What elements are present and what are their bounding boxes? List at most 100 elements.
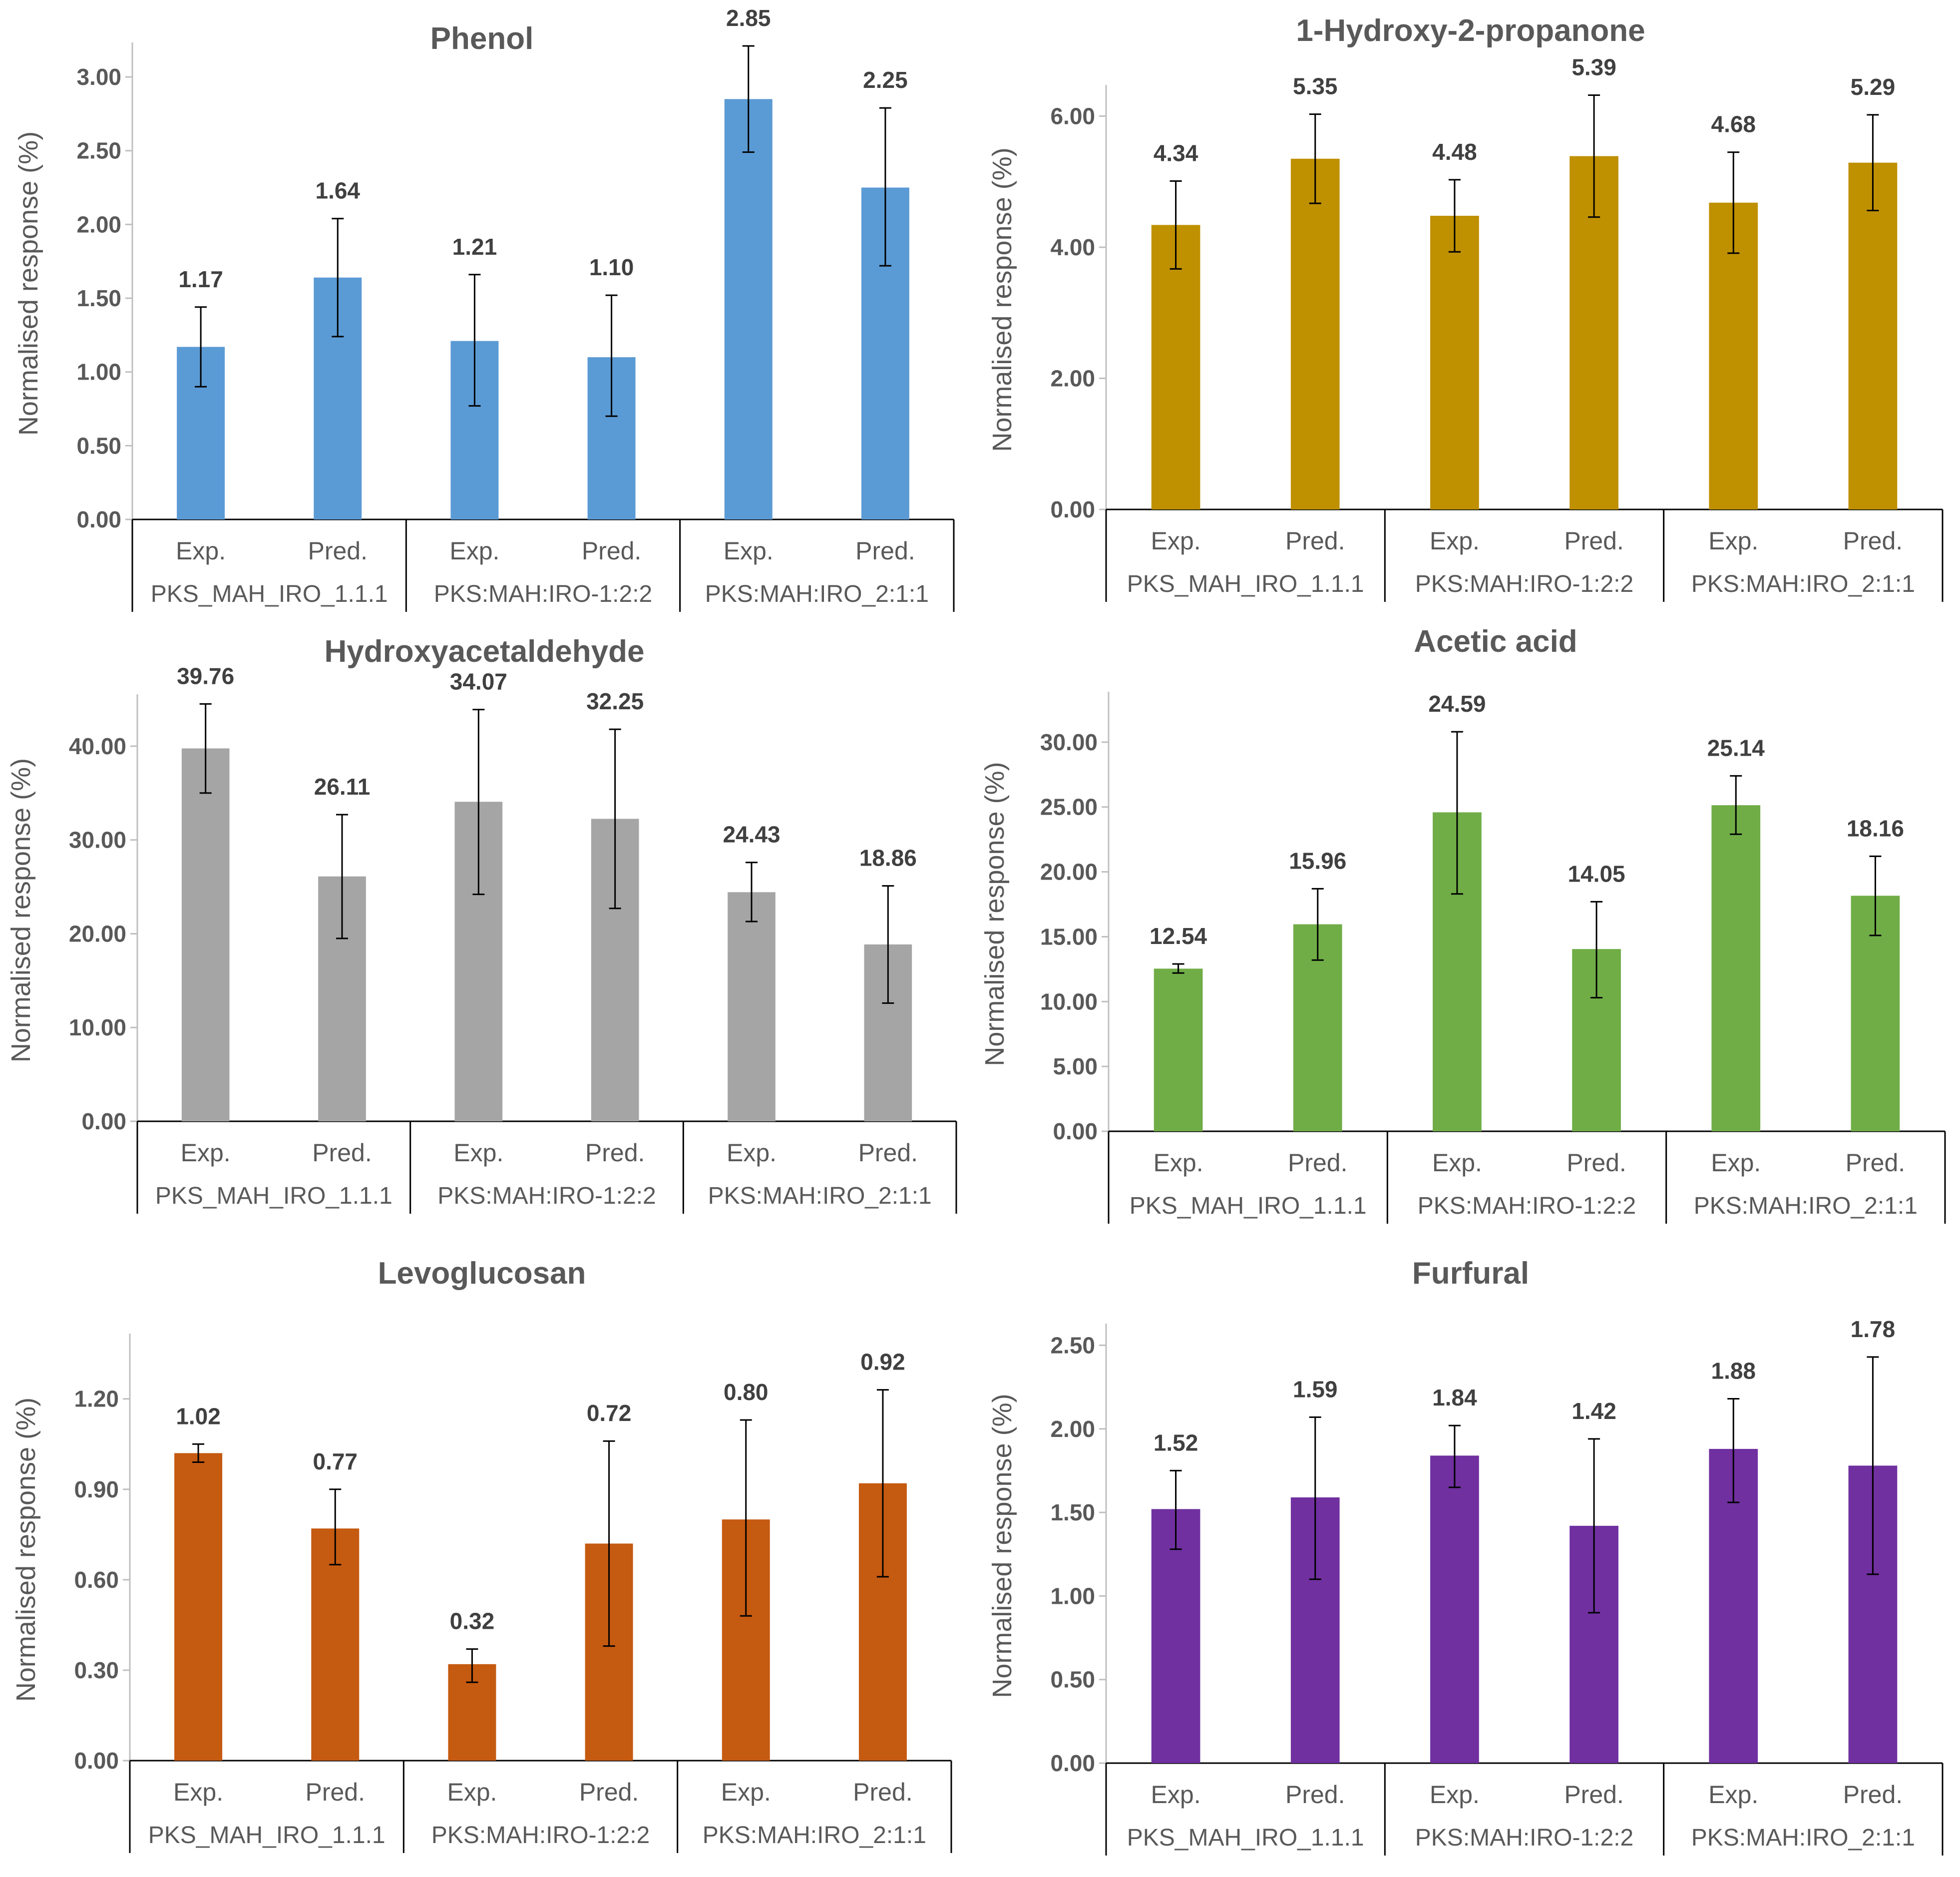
data-label: 39.76 [177,663,234,689]
x-category-label: Exp. [1154,1149,1203,1177]
data-label: 0.77 [313,1448,358,1474]
x-category-label: Pred. [855,537,915,565]
chart-title: Levoglucosan [378,1256,586,1291]
y-tick-label: 0.00 [1050,496,1095,522]
group-label: PKS:MAH:IRO-1:2:2 [434,581,652,607]
data-label: 24.43 [723,822,780,848]
group-label: PKS:MAH:IRO_2:1:1 [1691,571,1915,597]
x-category-label: Exp. [1430,527,1480,555]
data-label: 1.42 [1571,1398,1616,1424]
data-label: 1.59 [1293,1376,1338,1402]
data-label: 1.64 [315,178,360,204]
data-label: 1.02 [176,1403,221,1429]
data-label: 34.07 [450,669,507,695]
y-tick-label: 1.20 [74,1386,119,1412]
group-label: PKS_MAH_IRO_1.1.1 [155,1183,392,1209]
y-tick-label: 2.00 [1050,1416,1095,1442]
group-label: PKS:MAH:IRO-1:2:2 [437,1183,656,1209]
y-tick-label: 0.00 [81,1108,126,1134]
data-label: 1.88 [1711,1358,1756,1384]
y-tick-label: 0.00 [74,1748,119,1774]
y-axis-label: Normalised response (%) [987,147,1017,452]
data-label: 1.78 [1851,1316,1896,1342]
y-axis-label: Normalised response (%) [987,1394,1017,1698]
data-label: 18.86 [859,845,917,871]
group-label: PKS:MAH:IRO-1:2:2 [1415,1825,1633,1851]
y-tick-label: 2.00 [1050,366,1095,392]
group-label: PKS:MAH:IRO-1:2:2 [431,1822,650,1849]
x-category-label: Exp. [447,1778,497,1806]
group-label: PKS:MAH:IRO_2:1:1 [705,581,929,607]
y-axis-label: Normalised response (%) [13,131,43,436]
chart-title: Hydroxyacetaldehyde [325,634,645,669]
y-tick-label: 20.00 [69,921,126,946]
bar [181,748,230,1121]
bar [728,892,776,1121]
x-category-label: Pred. [1564,1781,1624,1809]
x-category-label: Exp. [724,537,774,565]
data-label: 5.35 [1293,73,1338,99]
x-category-label: Pred. [312,1139,372,1167]
bar [1151,1509,1200,1763]
data-label: 14.05 [1568,861,1625,887]
x-category-label: Exp. [1151,1781,1201,1809]
y-tick-label: 40.00 [69,733,126,759]
y-tick-label: 10.00 [1040,988,1098,1014]
group-label: PKS:MAH:IRO_2:1:1 [1691,1825,1915,1851]
y-tick-label: 5.00 [1053,1053,1098,1079]
x-category-label: Pred. [853,1778,913,1806]
chart-title: Acetic acid [1414,624,1577,659]
bar [1430,216,1479,509]
group-label: PKS:MAH:IRO-1:2:2 [1418,1193,1636,1219]
x-category-label: Exp. [449,537,499,565]
x-category-label: Exp. [173,1778,223,1806]
y-tick-label: 0.60 [74,1567,119,1593]
x-category-label: Exp. [721,1778,771,1806]
x-category-label: Pred. [1285,527,1345,555]
data-label: 25.14 [1707,735,1765,761]
data-label: 1.17 [178,266,223,292]
data-label: 32.25 [586,688,644,714]
bar [1154,968,1203,1131]
bar [1151,225,1200,509]
data-label: 5.39 [1571,54,1616,80]
x-category-label: Exp. [1432,1149,1482,1177]
bar [1430,1455,1479,1763]
data-label: 26.11 [314,774,371,800]
x-category-label: Pred. [1843,527,1903,555]
y-tick-label: 0.00 [1050,1750,1095,1776]
y-tick-label: 2.50 [76,138,121,164]
bar [174,1453,223,1761]
x-category-label: Pred. [585,1139,645,1167]
y-tick-label: 3.00 [76,64,121,90]
bar [1711,805,1761,1131]
x-category-label: Pred. [1846,1149,1906,1177]
group-label: PKS_MAH_IRO_1.1.1 [1127,571,1364,597]
data-label: 0.92 [860,1349,905,1375]
x-category-label: Exp. [727,1139,777,1167]
chart-panel-1: 1-Hydroxy-2-propanone Normalised response… [987,13,1944,602]
y-tick-label: 2.50 [1050,1332,1095,1358]
y-tick-label: 0.50 [1050,1667,1095,1693]
y-tick-label: 1.50 [1050,1499,1095,1525]
group-label: PKS:MAH:IRO_2:1:1 [1694,1193,1918,1219]
y-tick-label: 0.00 [76,506,121,532]
y-tick-label: 1.00 [76,359,121,385]
data-label: 4.48 [1432,139,1477,165]
bar [724,99,773,519]
chart-panel-3: Acetic acid Normalised response (%) 0.00 5.… [980,624,1946,1224]
data-label: 0.32 [450,1608,495,1634]
chart-panel-5: Furfural Normalised response (%) 0.00 0.50 1… [987,1256,1944,1856]
y-tick-label: 20.00 [1040,859,1098,885]
x-category-label: Pred. [1567,1149,1626,1177]
y-tick-label: 2.00 [76,211,121,237]
y-tick-label: 15.00 [1040,924,1098,949]
y-axis-label: Normalised response (%) [6,758,36,1062]
y-axis-label: Normalised response (%) [980,762,1010,1066]
data-label: 18.16 [1847,815,1904,841]
chart-title: 1-Hydroxy-2-propanone [1296,13,1645,48]
bar [1290,158,1340,509]
y-tick-label: 1.50 [76,285,121,311]
x-category-label: Pred. [579,1778,639,1806]
data-label: 1.10 [589,254,634,280]
